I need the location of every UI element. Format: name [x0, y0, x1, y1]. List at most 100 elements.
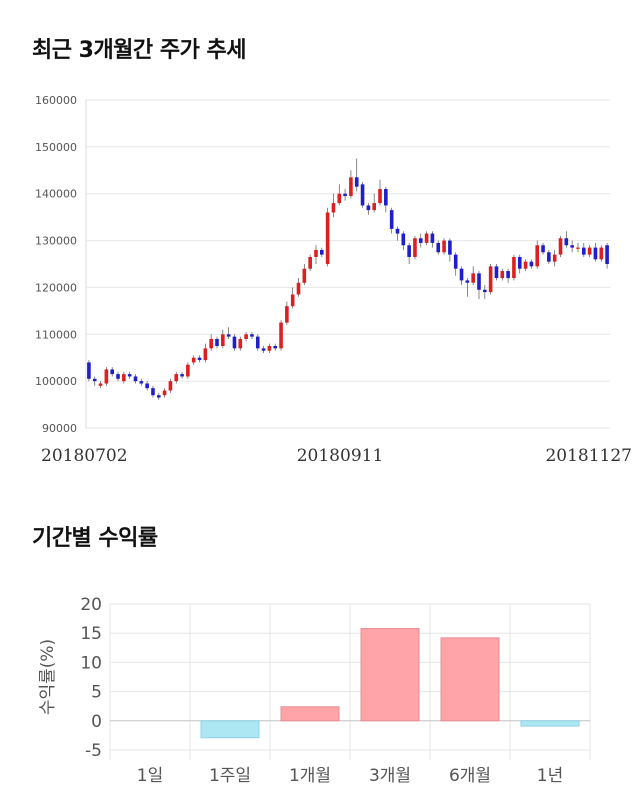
price-y-tick-label: 120000	[35, 281, 77, 294]
candle-body	[372, 203, 377, 211]
candle-body	[127, 374, 132, 377]
candle-body	[203, 348, 208, 361]
returns-y-tick-label: 20	[80, 595, 102, 615]
candle-body	[430, 233, 435, 243]
candle-body	[296, 282, 301, 295]
candle-body	[285, 306, 289, 323]
candle-body	[302, 268, 307, 283]
candle-body	[529, 261, 534, 267]
returns-category-label: 1일	[137, 766, 163, 786]
candle-body	[122, 374, 126, 382]
returns-category-label: 1년	[537, 766, 563, 786]
candle-body	[325, 212, 330, 264]
candle-body	[145, 383, 149, 389]
returns-bar	[440, 637, 500, 722]
returns-category-label: 1주일	[209, 766, 251, 786]
candle-body	[424, 233, 429, 243]
candle-body	[156, 395, 161, 398]
candle-body	[267, 346, 272, 351]
price-y-tick-label: 100000	[35, 375, 77, 388]
candle-body	[116, 374, 120, 379]
candle-body	[541, 245, 545, 253]
candle-body	[349, 177, 353, 197]
returns-category-label: 1개월	[289, 766, 331, 786]
price-y-tick-label: 130000	[35, 235, 77, 248]
candle-body	[395, 228, 400, 234]
price-y-tick-label: 90000	[42, 422, 77, 435]
price-y-tick-label: 160000	[35, 94, 77, 107]
candle-body	[337, 193, 342, 204]
returns-y-tick-label: 5	[91, 683, 102, 703]
candle-body	[587, 247, 592, 255]
candle-body	[209, 338, 213, 349]
candle-body	[366, 205, 371, 211]
candle-body	[290, 294, 295, 307]
candle-body	[180, 374, 184, 377]
date-label-middle: 20180911	[297, 446, 384, 466]
candle-body	[343, 193, 347, 197]
candle-body	[273, 346, 278, 349]
candle-body	[547, 252, 551, 262]
candle-body	[250, 334, 254, 337]
candle-body	[92, 378, 97, 382]
candle-body	[354, 177, 359, 187]
candle-body	[389, 210, 394, 229]
candle-body	[331, 203, 336, 213]
candle-body	[133, 376, 138, 382]
candle-body	[104, 369, 109, 384]
candle-body	[453, 254, 458, 269]
candle-body	[471, 273, 475, 283]
candle-body	[576, 247, 580, 249]
candle-body	[581, 247, 586, 255]
candle-body	[87, 362, 91, 379]
candle-body	[448, 240, 452, 255]
candle-body	[191, 357, 196, 363]
candle-body	[407, 245, 411, 257]
date-label-end: 20181127	[545, 446, 632, 466]
candle-body	[605, 245, 609, 264]
candle-body	[512, 256, 516, 279]
candle-body	[215, 338, 219, 346]
candle-body	[401, 233, 406, 246]
candle-body	[279, 322, 283, 349]
candle-body	[500, 271, 505, 279]
returns-y-axis-label: 수익률(%)	[38, 639, 58, 715]
candle-body	[244, 334, 248, 339]
candle-body	[477, 273, 481, 290]
candle-body	[378, 189, 382, 204]
candle-body	[465, 280, 470, 283]
candle-body	[418, 238, 423, 243]
candle-body	[517, 256, 522, 269]
candle-body	[593, 247, 598, 260]
candle-body	[494, 266, 499, 279]
candle-body	[139, 381, 144, 384]
returns-bar	[200, 720, 260, 739]
candle-body	[523, 261, 528, 269]
returns-bar	[280, 706, 340, 722]
candle-body	[483, 289, 487, 293]
candle-body	[442, 240, 446, 253]
candle-body	[238, 338, 243, 349]
candle-body	[552, 254, 557, 262]
candle-body	[98, 383, 103, 386]
candle-body	[535, 245, 540, 267]
candle-body	[599, 247, 604, 260]
candle-body	[232, 336, 237, 349]
price-y-tick-label: 150000	[35, 141, 77, 154]
candle-body	[360, 184, 365, 206]
returns-y-tick-label: 15	[80, 624, 102, 644]
price-candlestick-chart: 90000 100000 110000 120000 130000 140000 15000…	[35, 94, 632, 466]
candle-body	[413, 238, 417, 257]
candle-body	[558, 238, 563, 255]
returns-category-label: 6개월	[449, 766, 491, 786]
candle-body	[459, 268, 464, 281]
candle-body	[255, 336, 260, 349]
returns-bar	[520, 720, 580, 727]
candle-body	[570, 245, 574, 248]
candle-body	[436, 242, 441, 253]
price-trend-title: 최근 3개월간 주가 추세	[32, 38, 246, 63]
candle-body	[319, 249, 324, 255]
candle-body	[226, 334, 231, 337]
price-y-tick-label: 110000	[35, 328, 77, 341]
returns-title: 기간별 수익률	[32, 526, 158, 551]
